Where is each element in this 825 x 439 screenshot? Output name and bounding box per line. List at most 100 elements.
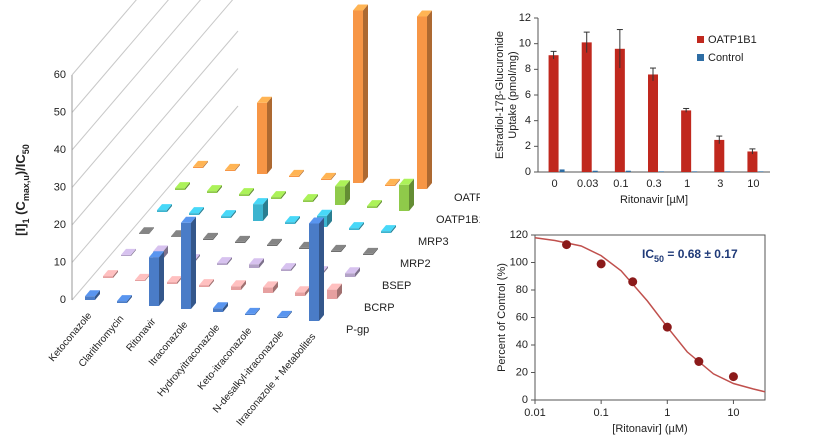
bar-top [345, 267, 360, 274]
bar [625, 170, 631, 172]
bar-side [305, 286, 310, 296]
annotation-part: IC [642, 247, 654, 261]
y-tick-label: 80 [516, 284, 528, 296]
bar-front [303, 200, 313, 202]
bar-top [231, 280, 246, 287]
bar-front [231, 286, 241, 290]
bar-front [285, 222, 295, 224]
bar-side [337, 283, 342, 299]
y-tick-label: 10 [54, 256, 66, 268]
bar [614, 48, 625, 172]
bar-front [335, 186, 345, 205]
bar-front [353, 10, 363, 183]
bar-front [253, 204, 263, 221]
bar-top [135, 273, 150, 280]
bar-top [181, 216, 196, 223]
bar-side [327, 209, 332, 227]
bar-top [85, 290, 100, 297]
bar [692, 171, 698, 172]
bar-front [167, 282, 177, 284]
bar-front [117, 301, 127, 303]
bar-side [323, 266, 328, 274]
bar-side [273, 281, 278, 293]
bar-top [335, 180, 350, 187]
grid-line [71, 105, 239, 301]
bar-front [267, 244, 277, 246]
x-tick-label: Ritonavir [125, 316, 159, 354]
y-tick-label: 20 [516, 366, 528, 378]
bar-top [221, 210, 236, 217]
bar-side [223, 302, 228, 312]
x-tick-label: 10 [747, 178, 759, 190]
bar [681, 110, 692, 172]
bar-top [257, 96, 272, 103]
bar-side [391, 225, 396, 233]
bar-front [203, 238, 213, 240]
bar [758, 171, 764, 172]
series-label: BSEP [382, 280, 411, 292]
y-axis-label-part: max,u [21, 175, 31, 201]
bar-top [139, 227, 154, 234]
bar-front [207, 191, 217, 193]
series-label: MRP2 [400, 258, 431, 270]
bar-front [121, 254, 131, 256]
bar-top [103, 270, 118, 277]
y-tick-label: 4 [525, 115, 531, 127]
point [628, 277, 638, 287]
bar-top [381, 225, 396, 232]
bar-side [277, 238, 282, 246]
bar-front [289, 175, 299, 177]
bar [648, 74, 658, 172]
x-tick-label: 0.03 [577, 178, 598, 190]
bar-side [191, 216, 196, 309]
bar-top [213, 302, 228, 309]
bar-front [171, 236, 181, 237]
point [662, 322, 672, 332]
bar-front [299, 247, 309, 249]
bar-top [281, 263, 296, 270]
bar-front [85, 296, 95, 300]
bar-front [277, 316, 287, 318]
y-tick-label: 40 [54, 144, 66, 156]
y-tick-label: 6 [525, 89, 531, 101]
bar-side [249, 188, 254, 196]
bar-side [95, 290, 100, 300]
series-label: OATP1B3 [454, 192, 480, 204]
bar [592, 170, 598, 172]
bar-side [359, 222, 364, 230]
bar [659, 171, 664, 172]
bar-top [193, 160, 208, 167]
bar-top [117, 295, 132, 302]
bar-side [195, 254, 200, 262]
grid-line [71, 0, 169, 113]
bar-top [277, 310, 292, 317]
y-axis-label-part: 1 [21, 219, 31, 224]
bar-front [193, 166, 203, 168]
bar-top [167, 276, 182, 283]
bar-top [203, 232, 218, 239]
legend-swatch [697, 54, 704, 61]
y-axis-label-part: [I] [13, 224, 28, 236]
grid-line [71, 30, 239, 226]
annotation-part: 50 [654, 254, 664, 264]
bar-front [225, 169, 235, 171]
x-tick-label: 1 [684, 178, 690, 190]
bar-side [259, 258, 264, 268]
legend-label: Control [708, 52, 743, 64]
y-tick-label: 0 [522, 394, 528, 406]
bar-top [199, 279, 214, 286]
bar-top [249, 258, 264, 265]
bar-side [341, 244, 346, 252]
bar-top [207, 185, 222, 192]
y-axis-label-part: )/IC [13, 154, 28, 176]
bar-top [353, 4, 368, 11]
bar-top [245, 307, 260, 314]
bar-top [331, 244, 346, 251]
bar-side [395, 178, 400, 186]
x-tick-label: 0.3 [646, 178, 661, 190]
bar-front [281, 269, 291, 271]
bar [581, 42, 592, 173]
bar-front [249, 264, 259, 268]
bar-front [139, 233, 149, 234]
